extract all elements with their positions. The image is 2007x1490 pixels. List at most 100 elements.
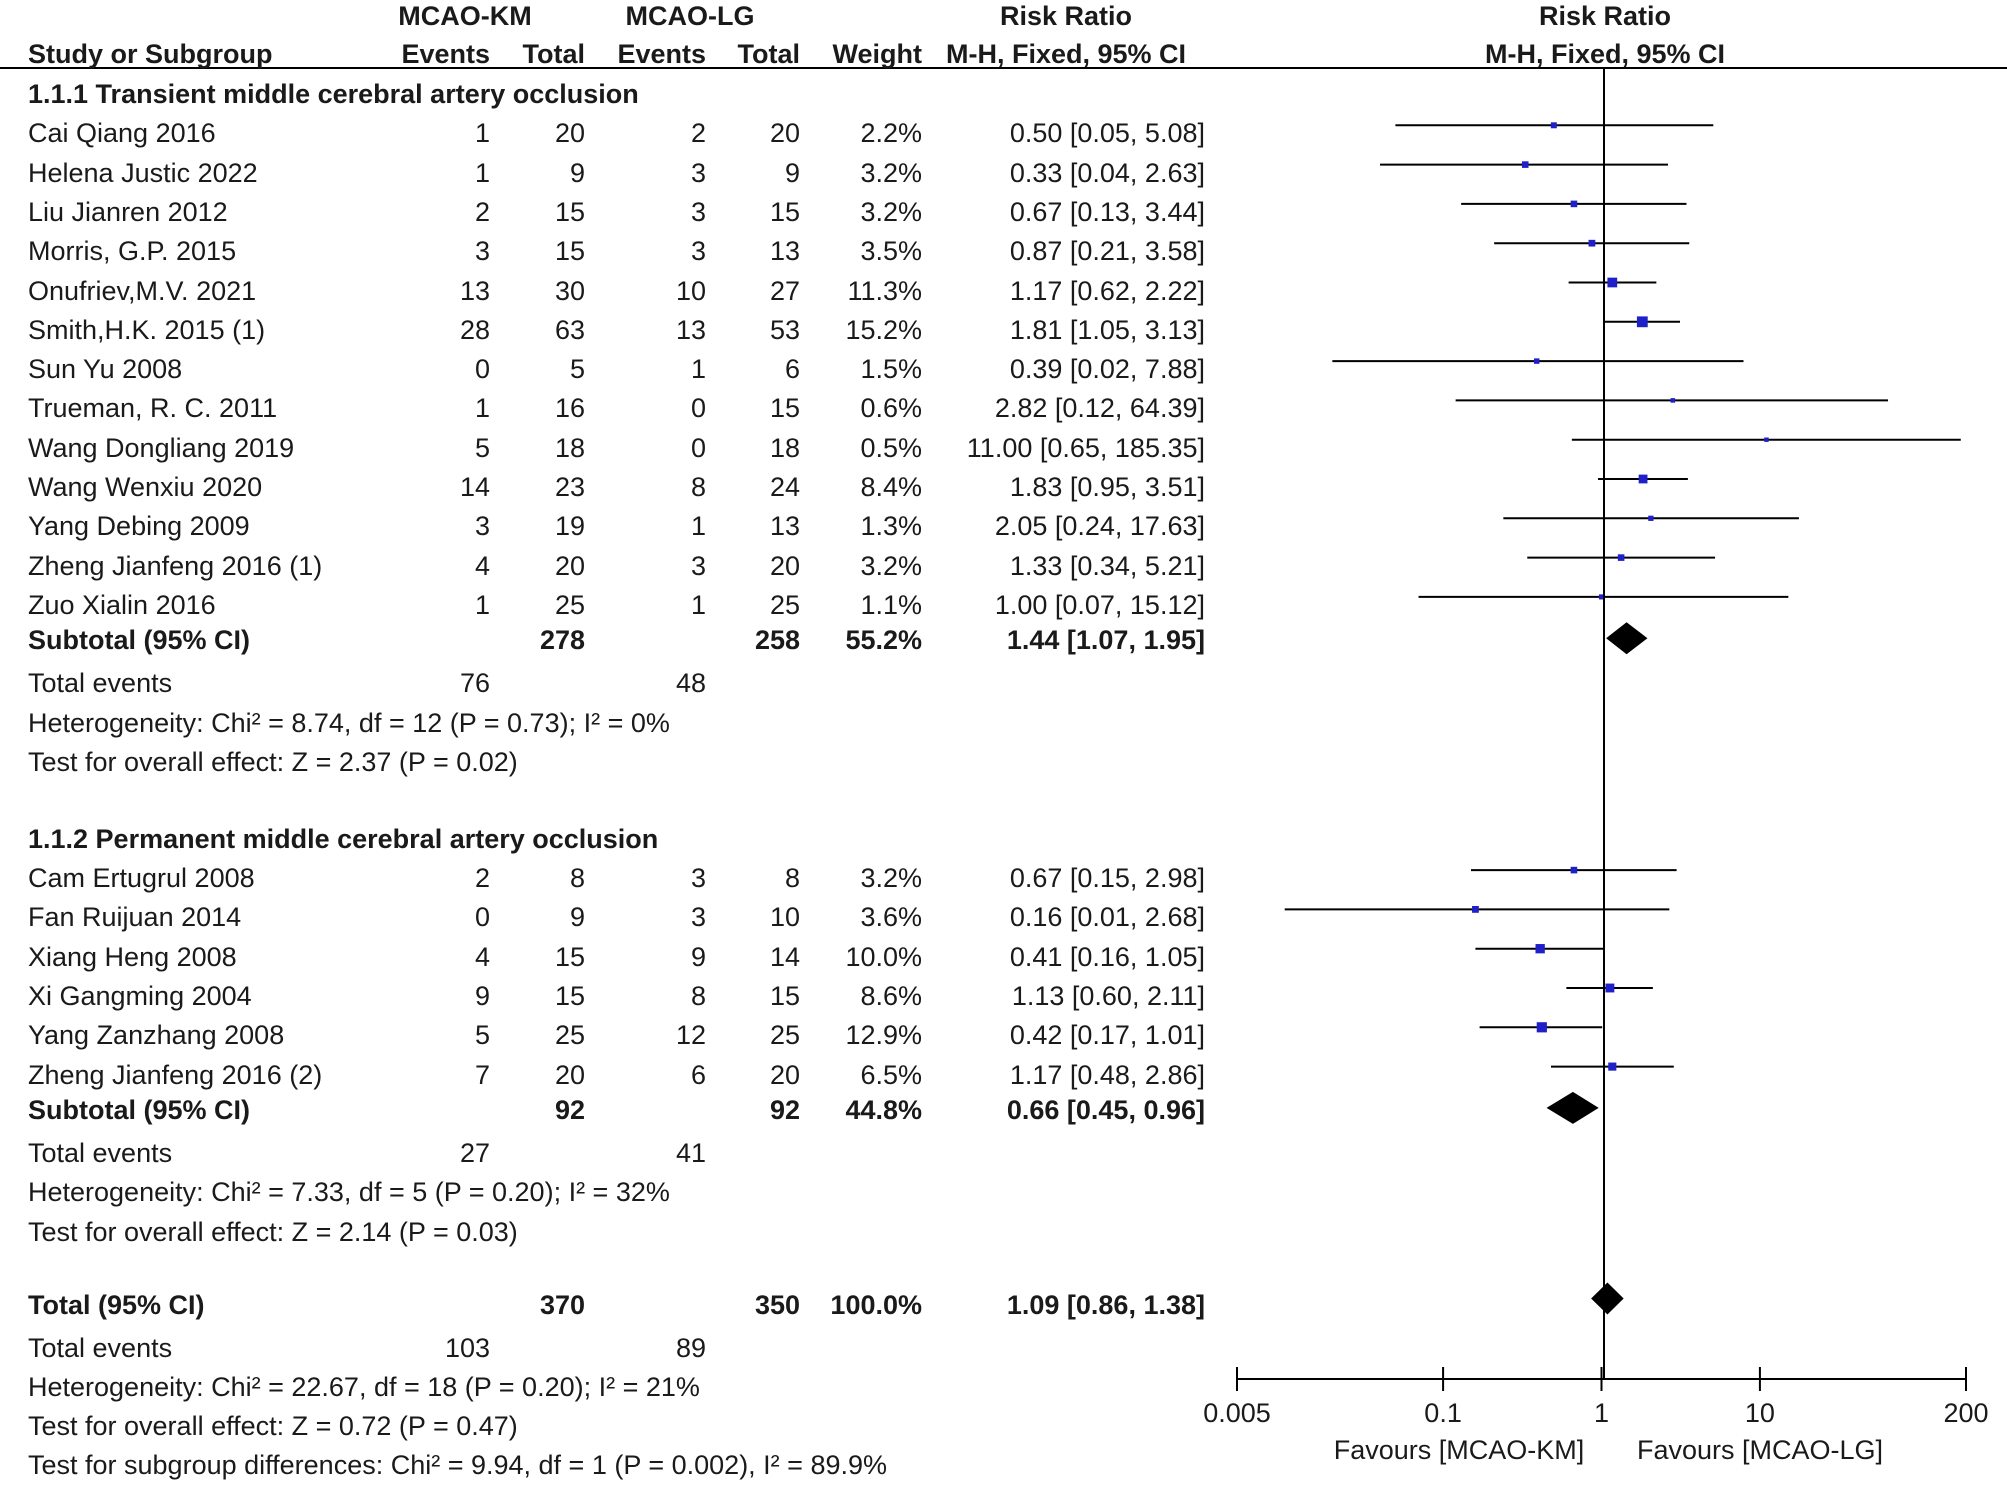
study-events-1: 5 [474, 1020, 490, 1051]
subtotal-total-1: 278 [539, 625, 585, 656]
x-axis-tick-label: 0.005 [1203, 1398, 1271, 1428]
study-total-1: 5 [569, 354, 585, 385]
subgroup-heterogeneity: Heterogeneity: Chi² = 8.74, df = 12 (P =… [28, 707, 670, 738]
total-events-1: 103 [444, 1332, 490, 1363]
study-weight: 3.2% [860, 196, 922, 227]
study-marker [1550, 122, 1557, 129]
study-ci: 1.13 [0.60, 2.11] [1011, 981, 1205, 1011]
study-total-1: 20 [554, 550, 585, 581]
study-events-2: 3 [690, 902, 706, 933]
subgroup-events-label: Total events [28, 668, 173, 699]
study-events-2: 2 [690, 118, 706, 149]
study-events-1: 9 [474, 981, 490, 1011]
study-name: Morris, G.P. 2015 [28, 236, 237, 267]
favours-right-label: Favours [MCAO-LG] [1636, 1435, 1884, 1465]
subtotal-label: Subtotal (95% CI) [28, 625, 251, 656]
study-ci: 0.16 [0.01, 2.68] [1009, 902, 1205, 933]
study-total-2: 9 [784, 157, 800, 188]
study-total-1: 15 [554, 196, 585, 227]
study-weight: 8.6% [860, 981, 922, 1011]
study-ci: 1.83 [0.95, 3.51] [1009, 472, 1205, 502]
study-ci: 0.67 [0.15, 2.98] [1009, 863, 1205, 894]
study-total-2: 13 [769, 511, 800, 542]
header-plot-method: M-H, Fixed, 95% CI [1484, 39, 1726, 69]
study-total-2: 18 [769, 432, 800, 463]
study-name: Trueman, R. C. 2011 [28, 393, 278, 424]
header-plot-title: Risk Ratio [1538, 1, 1672, 31]
subtotal-label: Subtotal (95% CI) [28, 1094, 251, 1125]
study-events-2: 1 [690, 354, 706, 385]
study-total-2: 27 [769, 275, 800, 306]
total-overall-effect: Test for overall effect: Z = 0.72 (P = 0… [28, 1411, 518, 1442]
study-total-2: 13 [769, 236, 800, 267]
study-total-1: 18 [554, 432, 585, 463]
subtotal-total-2: 92 [769, 1094, 800, 1125]
study-ci: 0.33 [0.04, 2.63] [1009, 157, 1205, 188]
study-ci: 0.39 [0.02, 7.88] [1009, 354, 1205, 385]
study-marker [1636, 316, 1648, 328]
study-ci: 1.81 [1.05, 3.13] [1009, 314, 1205, 345]
study-ci: 2.05 [0.24, 17.63] [994, 511, 1205, 542]
study-events-2: 12 [675, 1020, 706, 1051]
study-weight: 0.6% [860, 393, 922, 424]
study-marker [1617, 554, 1625, 561]
study-weight: 2.2% [860, 118, 922, 149]
subgroup-title: 1.1.1 Transient middle cerebral artery o… [28, 79, 639, 109]
study-total-1: 15 [554, 981, 585, 1011]
study-events-1: 4 [474, 941, 490, 972]
study-ci: 1.33 [0.34, 5.21] [1009, 550, 1205, 581]
study-events-1: 14 [459, 472, 490, 502]
study-events-2: 10 [675, 275, 706, 306]
study-weight: 1.5% [860, 354, 922, 385]
study-name: Helena Justic 2022 [28, 157, 258, 188]
study-events-1: 1 [474, 157, 490, 188]
study-events-1: 1 [474, 589, 490, 620]
study-ci: 0.42 [0.17, 1.01] [1009, 1020, 1205, 1051]
study-total-1: 15 [554, 941, 585, 972]
study-weight: 6.5% [860, 1059, 922, 1090]
study-name: Onufriev,M.V. 2021 [28, 275, 257, 306]
study-total-1: 16 [554, 393, 585, 424]
study-ci: 1.17 [0.48, 2.86] [1009, 1059, 1205, 1090]
study-events-2: 9 [690, 941, 706, 972]
subgroup-events-2: 41 [675, 1137, 706, 1168]
x-axis-tick-label: 200 [1943, 1398, 1989, 1428]
study-name: Zheng Jianfeng 2016 (1) [28, 550, 323, 581]
study-ci: 11.00 [0.65, 185.35] [966, 432, 1205, 463]
study-events-1: 3 [474, 511, 490, 542]
header-events-2: Events [617, 39, 706, 69]
study-total-1: 15 [554, 236, 585, 267]
study-events-2: 6 [690, 1059, 706, 1090]
study-total-2: 6 [784, 354, 800, 385]
x-axis-tick-label: 1 [1593, 1398, 1610, 1428]
study-events-1: 0 [474, 902, 490, 933]
subtotal-ci: 1.44 [1.07, 1.95] [1006, 625, 1205, 656]
study-events-1: 1 [474, 118, 490, 149]
subgroup-overall-effect: Test for overall effect: Z = 2.14 (P = 0… [28, 1216, 518, 1247]
header-measure: Risk Ratio [999, 1, 1133, 31]
x-axis-tick-label: 10 [1744, 1398, 1775, 1428]
study-total-2: 14 [769, 941, 800, 972]
study-events-2: 3 [690, 157, 706, 188]
study-total-2: 15 [769, 393, 800, 424]
study-total-1: 20 [554, 118, 585, 149]
study-weight: 3.2% [860, 863, 922, 894]
study-weight: 3.2% [860, 157, 922, 188]
study-marker [1588, 239, 1596, 247]
study-marker [1764, 437, 1769, 442]
study-marker [1648, 515, 1654, 521]
study-name: Cai Qiang 2016 [28, 118, 216, 149]
study-total-1: 9 [569, 157, 585, 188]
study-marker [1472, 906, 1479, 913]
study-marker [1570, 866, 1578, 874]
study-events-1: 0 [474, 354, 490, 385]
study-total-1: 63 [554, 314, 585, 345]
study-marker [1535, 944, 1545, 954]
study-weight: 15.2% [845, 314, 922, 345]
study-total-2: 25 [769, 589, 800, 620]
study-name: Smith,H.K. 2015 (1) [28, 314, 266, 345]
study-events-2: 3 [690, 550, 706, 581]
study-name: Wang Dongliang 2019 [28, 432, 295, 463]
